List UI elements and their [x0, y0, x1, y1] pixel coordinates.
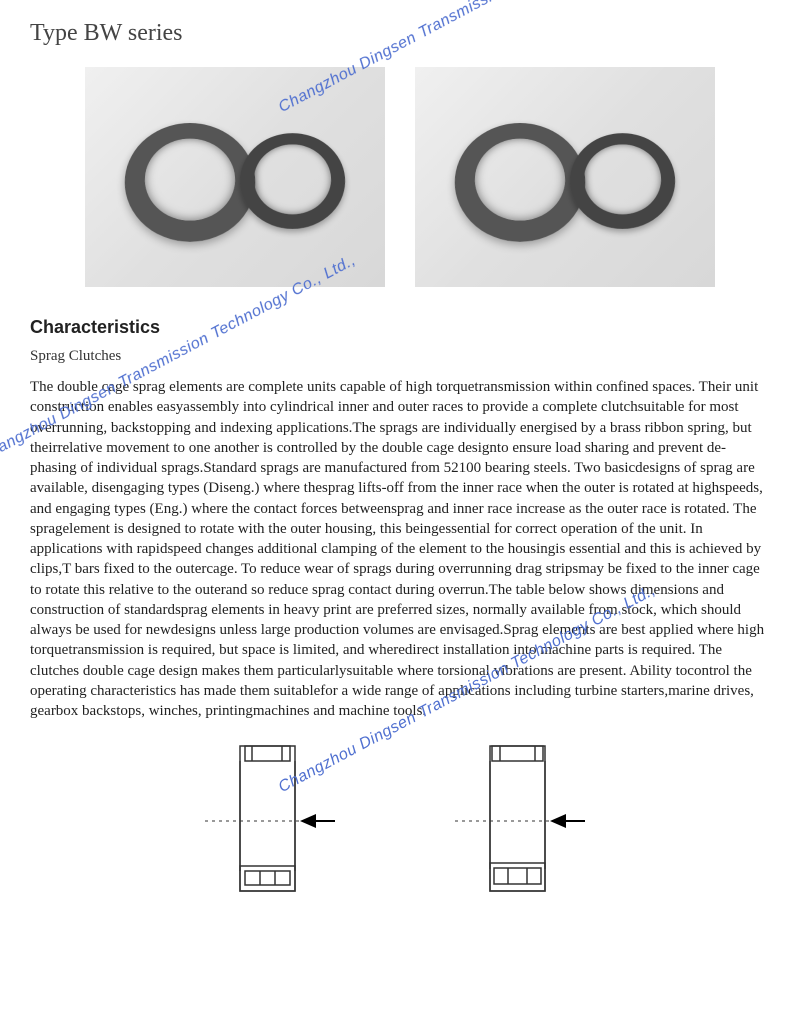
sprag-ring-small — [236, 133, 349, 229]
product-photo-left — [85, 67, 385, 287]
section-subtitle: Sprag Clutches — [30, 348, 770, 365]
product-photo-row — [30, 67, 770, 287]
cross-section-diagram-left — [200, 741, 350, 901]
section-heading: Characteristics — [30, 317, 770, 338]
product-photo-right — [415, 67, 715, 287]
body-paragraph: The double cage sprag elements are compl… — [30, 377, 770, 721]
sprag-ring-small — [566, 133, 679, 229]
page-title: Type BW series — [30, 20, 770, 47]
technical-diagram-row — [30, 741, 770, 901]
cross-section-diagram-right — [450, 741, 600, 901]
